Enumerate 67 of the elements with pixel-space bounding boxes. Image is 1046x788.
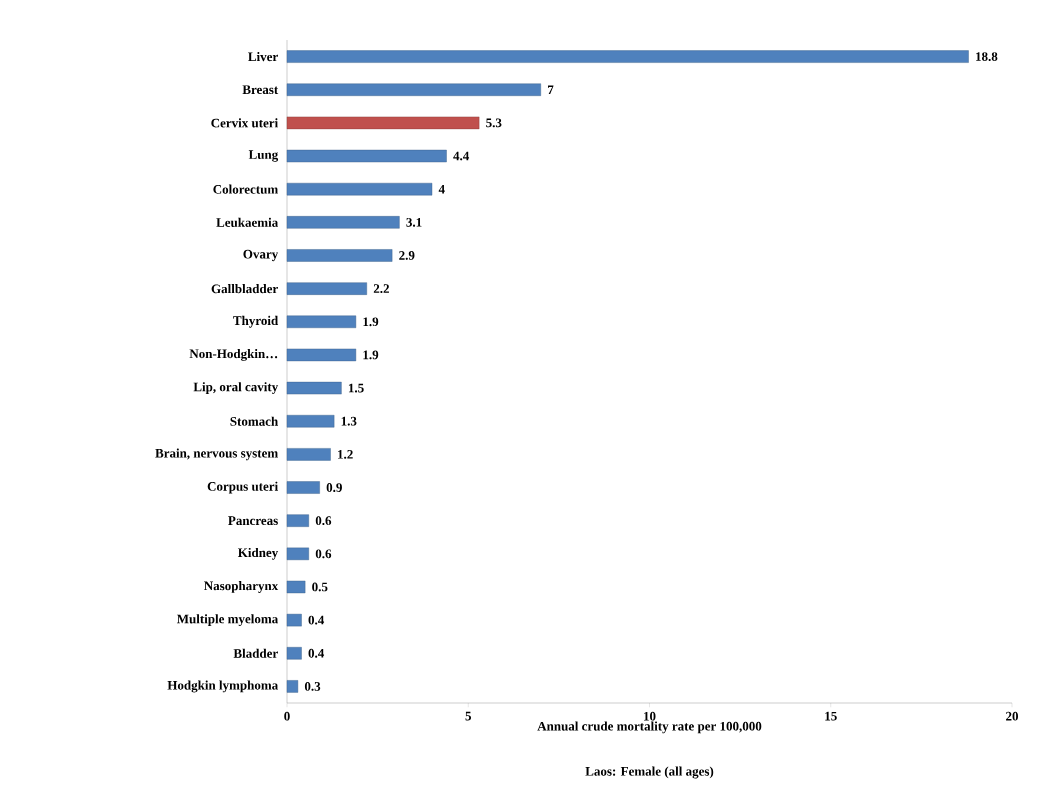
x-tick-label: 10 (644, 711, 656, 721)
data-label: 5.3 (486, 118, 502, 128)
bar (286, 647, 302, 660)
x-axis-title: Annual crude mortality rate per 100,000 (537, 721, 762, 734)
data-label: 2.9 (399, 251, 415, 260)
x-tick-label: 20 (1006, 711, 1019, 721)
y-tick-label: Colorectum (213, 184, 278, 194)
y-tick-label: Nasopharynx (204, 581, 279, 593)
y-tick-label: Non-Hodgkin… (189, 348, 278, 361)
x-tick-label: 0 (284, 711, 290, 721)
y-tick-label: Brain, nervous system (155, 448, 278, 461)
bar (286, 83, 541, 96)
y-tick-label: Cervix uteri (211, 118, 278, 128)
y-tick-label: Lung (248, 150, 279, 162)
bar (286, 249, 393, 262)
data-label: 7 (548, 85, 554, 94)
y-tick-label: Gallbladder (211, 284, 278, 294)
bar (286, 514, 309, 527)
y-tick-label: Kidney (237, 547, 279, 560)
data-label: 1.3 (341, 416, 357, 426)
data-label: 4 (438, 184, 445, 194)
data-label: 1.9 (363, 317, 379, 327)
bar (286, 448, 331, 461)
bar (286, 216, 400, 229)
y-tick-label: Breast (242, 85, 279, 95)
y-tick-label: Stomach (230, 416, 279, 426)
data-label: 1.9 (363, 350, 379, 360)
text: Laos: Female (all ages) (585, 766, 714, 779)
x-tick-label: 5 (465, 711, 472, 721)
data-label: 0.4 (308, 648, 325, 658)
data-label: 2.2 (373, 284, 389, 294)
data-label: 4.4 (453, 151, 470, 161)
y-tick-label: Multiple myeloma (176, 614, 278, 627)
y-tick-label: Pancreas (228, 516, 278, 525)
bar (286, 680, 299, 693)
data-label: 0.6 (315, 516, 332, 526)
data-label: 0.4 (308, 615, 325, 625)
data-label: 0.6 (315, 549, 332, 559)
data-label: 0.9 (326, 483, 342, 492)
y-tick-label: Bladder (233, 648, 278, 658)
bar (286, 613, 302, 627)
bar (286, 116, 480, 130)
bar (286, 580, 306, 594)
x-tick-label: 15 (825, 711, 837, 721)
bar (286, 149, 447, 163)
data-label: 1.5 (348, 383, 364, 393)
data-label: 18.8 (976, 52, 998, 61)
bar (286, 415, 335, 428)
bar (286, 50, 969, 63)
y-tick-label: Thyroid (233, 315, 279, 328)
bar (286, 182, 433, 196)
bar (286, 481, 320, 494)
data-label: 0.3 (304, 682, 321, 691)
y-tick-label: Ovary (243, 249, 279, 262)
y-tick-label: Hodgkin lymphoma (167, 680, 278, 693)
bar (286, 547, 309, 561)
data-label: 0.5 (312, 582, 328, 592)
y-tick-label: Corpus uteri (207, 481, 278, 494)
bar (286, 381, 342, 395)
y-tick-label: Liver (248, 52, 278, 62)
bar (286, 282, 367, 295)
bar (286, 315, 357, 328)
y-tick-label: Lip, oral cavity (193, 382, 279, 394)
y-tick-label: Leukaemia (216, 217, 279, 227)
data-label: 3.1 (406, 217, 422, 227)
bar (286, 348, 357, 362)
data-label: 1.2 (338, 449, 353, 459)
